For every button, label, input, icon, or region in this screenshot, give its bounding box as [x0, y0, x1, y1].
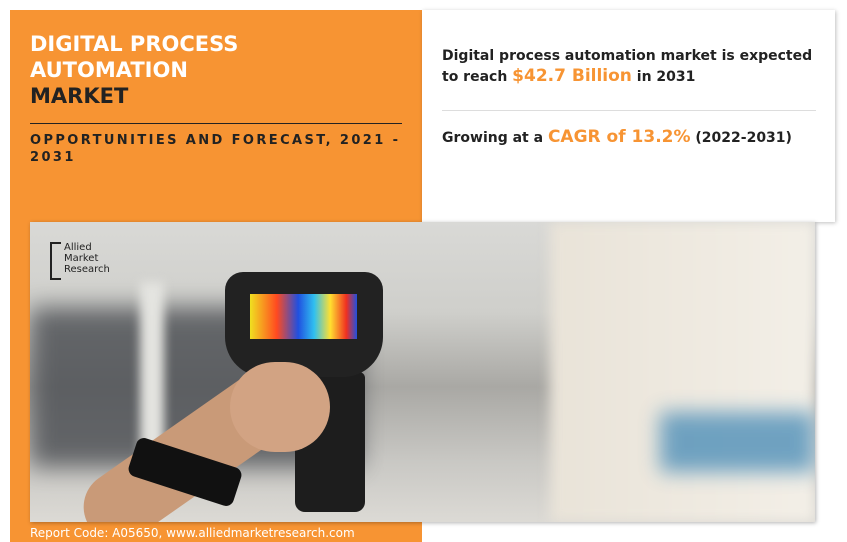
allied-market-research-logo: Allied Market Research: [50, 242, 110, 280]
hand: [230, 362, 330, 452]
subtitle: OPPORTUNITIES AND FORECAST, 2021 - 2031: [30, 133, 401, 165]
divider: [30, 123, 402, 124]
logo-icon: [50, 242, 61, 280]
market-stat: Digital process automation market is exp…: [442, 46, 822, 87]
stat-text: Digital process automation market is exp…: [442, 48, 813, 85]
report-code-footer: Report Code: A05650, www.alliedmarketres…: [30, 526, 355, 540]
market-value: $42.7 Billion: [512, 66, 632, 86]
thermal-camera: [225, 272, 383, 377]
divider: [442, 110, 816, 111]
page-title: DIGITAL PROCESS AUTOMATION MARKET: [30, 31, 238, 109]
cagr-value: CAGR of 13.2%: [547, 127, 691, 147]
cagr-stat: Growing at a CAGR of 13.2% (2022-2031): [442, 127, 792, 148]
thermal-screen: [250, 294, 357, 339]
stat-text: in 2031: [631, 69, 696, 85]
stat-text: Growing at a: [442, 130, 548, 146]
stat-text: (2022-2031): [690, 130, 792, 146]
stats-card: Digital process automation market is exp…: [422, 10, 835, 222]
hero-image-thermal-camera: Allied Market Research: [30, 222, 815, 522]
title-line: MARKET: [30, 84, 129, 108]
title-line: DIGITAL PROCESS: [30, 32, 239, 56]
title-line: AUTOMATION: [30, 58, 188, 82]
